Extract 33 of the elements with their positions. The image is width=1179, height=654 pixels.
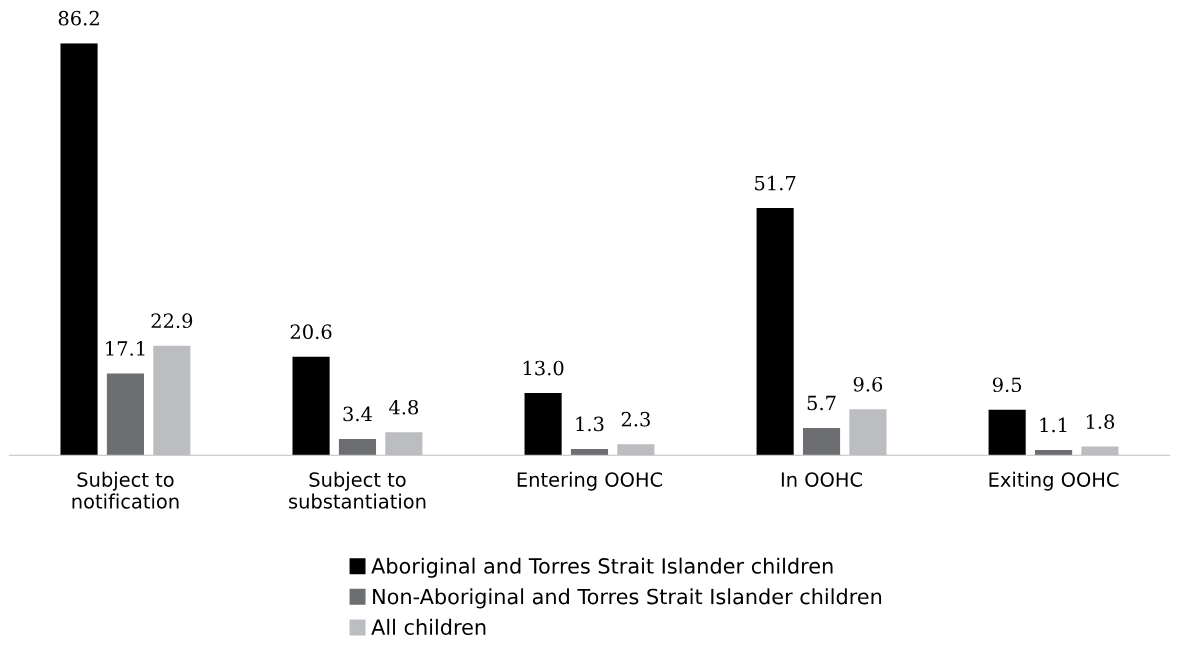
legend-label: Aboriginal and Torres Strait Islander children [371,557,833,578]
data-label: 9.6 [853,376,883,392]
bar [106,373,145,456]
data-label: 51.7 [755,175,796,191]
data-label: 22.9 [151,313,193,329]
x-tick-label: Exiting OOHC [989,471,1119,491]
data-label: 20.6 [290,324,332,340]
bar [802,427,841,456]
data-label: 2.3 [621,411,650,427]
bar [756,208,794,456]
data-label: 86.2 [58,10,99,26]
bar [338,438,377,456]
data-label: 9.5 [992,377,1022,393]
bar [524,393,562,456]
x-tick-label: Subject to notification [72,471,179,509]
data-label: 5.7 [807,395,836,411]
x-tick-label: In OOHC [781,472,862,487]
data-label: 1.8 [1086,414,1115,429]
bar [988,409,1026,456]
x-tick-label: Entering OOHC [517,471,663,491]
bar [292,356,330,456]
bar [1034,449,1073,456]
data-label: 4.8 [389,399,419,415]
x-tick-label: Subject to substantiation [289,471,426,509]
data-label: 1.3 [576,416,604,432]
data-label: 3.4 [343,406,372,422]
legend-label: Non-Aboriginal and Torres Strait Islander children [373,588,882,609]
data-label: 17.1 [106,341,145,356]
data-label: 1.1 [1040,417,1067,433]
legend-label: All children [371,618,486,635]
bar [60,43,98,456]
bar [570,448,609,456]
data-label: 13.0 [523,360,564,376]
